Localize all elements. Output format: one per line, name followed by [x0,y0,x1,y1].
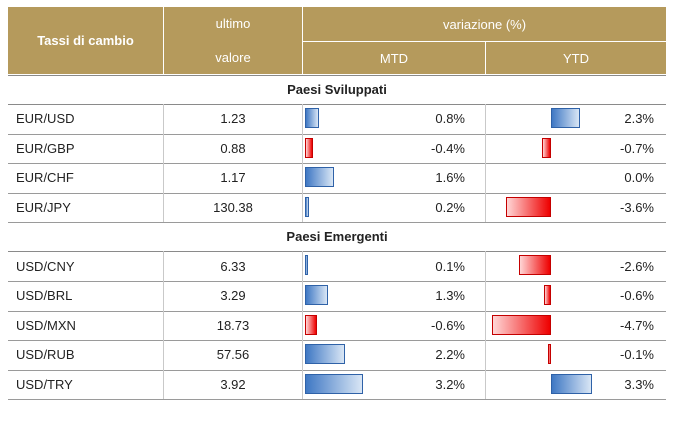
mtd-bar [305,344,345,365]
divider [8,251,666,253]
exchange-rate-table: Tassi di cambio ultimo valore variazione… [8,7,666,425]
column-divider [302,104,303,223]
mtd-value: 2.2% [435,347,465,363]
header-ytd: YTD [486,42,666,74]
header-tassi: Tassi di cambio [8,7,163,74]
column-divider [163,251,164,400]
divider [8,104,666,105]
ytd-value: 0.0% [624,170,654,186]
divider [8,222,666,223]
divider [8,340,666,341]
column-divider [302,251,303,400]
mtd-value: 0.2% [435,200,465,216]
ytd-bar [551,108,580,128]
ytd-value: -4.7% [620,317,654,333]
section-title: Paesi Emergenti [286,229,388,245]
mtd-value: 1.6% [435,170,465,186]
currency-pair: EUR/JPY [16,200,71,216]
header-ytd-label: YTD [563,50,589,66]
currency-pair: USD/CNY [16,258,75,274]
mtd-bar [305,137,313,158]
header-tassi-label: Tassi di cambio [37,33,134,48]
currency-pair: USD/TRY [16,377,73,393]
currency-pair: USD/MXN [16,317,76,333]
mtd-bar [305,108,320,128]
ytd-value: -0.7% [620,140,654,156]
mtd-bar [305,285,329,305]
mtd-bar [305,167,334,188]
ytd-value: -2.6% [620,258,654,274]
currency-pair: EUR/USD [16,111,75,127]
ytd-value: 2.3% [624,111,654,127]
divider [8,193,666,194]
last-value: 6.33 [220,258,246,274]
header-mtd-label: MTD [379,50,409,66]
currency-pair: USD/RUB [16,347,75,363]
currency-pair: EUR/GBP [16,140,75,156]
column-divider [163,104,164,223]
mtd-value: 0.1% [435,258,465,274]
last-value: 3.29 [220,288,246,304]
header-variazione-label: variazione (%) [442,16,527,32]
last-value: 18.73 [216,317,250,333]
ytd-bar [548,344,551,365]
ytd-value: -0.1% [620,347,654,363]
divider [8,163,666,164]
divider [8,134,666,135]
last-value: 1.17 [220,170,246,186]
ytd-value: -3.6% [620,200,654,216]
divider [8,370,666,371]
mtd-value: 0.8% [435,111,465,127]
mtd-value: 3.2% [435,377,465,393]
ytd-value: 3.3% [624,377,654,393]
last-value: 1.23 [220,111,246,127]
mtd-bar [305,255,308,276]
column-divider [485,251,486,400]
divider [8,75,666,76]
ytd-bar [551,373,593,394]
header-variazione: variazione (%) [303,7,666,41]
header-mtd: MTD [303,42,485,74]
last-value: 0.88 [220,140,246,156]
last-value: 130.38 [213,200,253,216]
ytd-bar [543,285,551,305]
mtd-bar [305,373,363,394]
currency-pair: USD/BRL [16,288,73,304]
last-value: 3.92 [220,377,246,393]
last-value: 57.56 [216,347,250,363]
mtd-value: 1.3% [435,288,465,304]
ytd-value: -0.6% [620,288,654,304]
mtd-value: -0.4% [431,140,465,156]
ytd-bar [492,314,551,335]
ytd-bar [518,255,551,276]
mtd-bar [305,314,317,335]
column-divider [485,104,486,223]
divider [8,311,666,312]
ytd-bar [506,196,551,217]
header-valore-label: valore [215,50,251,65]
mtd-bar [305,196,309,217]
divider [8,399,666,400]
divider [8,281,666,282]
header-ultimo-valore: ultimo valore [164,7,302,74]
mtd-value: -0.6% [431,317,465,333]
header-ultimo-label: ultimo [215,16,251,31]
ytd-bar [542,137,551,158]
currency-pair: EUR/CHF [16,170,74,186]
section-title: Paesi Sviluppati [287,82,387,97]
